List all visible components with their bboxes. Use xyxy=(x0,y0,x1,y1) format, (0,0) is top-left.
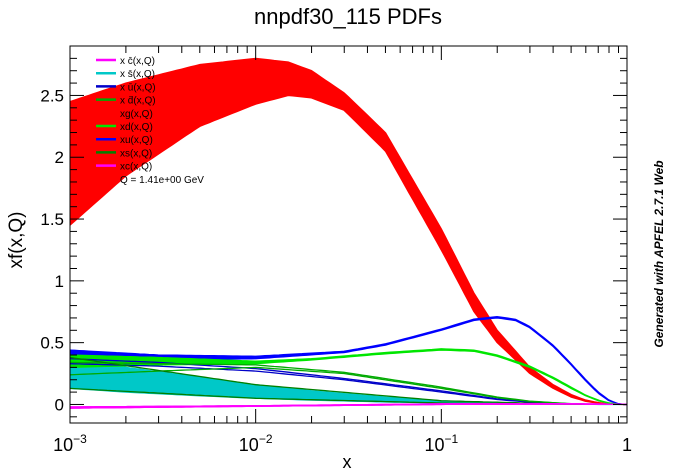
upper-line-xd-x-q xyxy=(69,348,628,406)
x-tick-label: 10−2 xyxy=(239,432,273,455)
legend-label-x-x-q: x ū(x,Q) xyxy=(120,82,156,93)
legend-label-x-s-x-q: x s̄(x,Q) xyxy=(120,69,155,80)
legend-label-xd-x-q: xd(x,Q) xyxy=(120,122,153,133)
lower-line-xc-x-q xyxy=(69,403,628,409)
legend-label-xc-x-q: xc(x,Q) xyxy=(120,162,152,173)
x-axis-label: x xyxy=(343,452,352,472)
y-tick-label: 1.5 xyxy=(40,210,64,229)
axes: 0 0.5 1 1.5 2 2.5 10−3 10−2 10−1 1 xyxy=(40,46,632,455)
y-tick-label: 2 xyxy=(55,148,64,167)
band-xd-x-q xyxy=(70,348,627,405)
chart-title: nnpdf30_115 PDFs xyxy=(254,4,442,29)
legend-label-xs-x-q: xs(x,Q) xyxy=(120,148,152,159)
band-x-s-x-q xyxy=(70,357,627,405)
band-xg-x-q xyxy=(70,58,627,405)
y-axis-label: xf(x,Q) xyxy=(6,212,27,269)
y-tick-label: 0.5 xyxy=(40,334,64,353)
y-tick-label: 1 xyxy=(55,272,64,291)
scale-annotation: Q = 1.41e+00 GeV xyxy=(120,175,204,186)
plot-area xyxy=(69,57,628,409)
legend-label-xu-x-q: xu(x,Q) xyxy=(120,135,153,146)
x-tick-label: 10−1 xyxy=(424,432,458,455)
legend-label-x-d-x-q: x d̄(x,Q) xyxy=(120,96,156,107)
upper-line-xg-x-q xyxy=(69,57,628,406)
y-tick-label: 2.5 xyxy=(40,86,64,105)
y-tick-label: 0 xyxy=(55,395,64,414)
legend: x c̄(x,Q) x s̄(x,Q) x ū(x,Q) x d̄(x,Q) xg(x,… xyxy=(96,56,204,186)
lower-line-x-x-q xyxy=(69,363,628,406)
lower-line-xg-x-q xyxy=(69,94,627,406)
plot-frame xyxy=(69,45,628,424)
x-tick-label: 1 xyxy=(622,435,632,455)
generator-note: Generated with APFEL 2.7.1 Web xyxy=(652,160,666,348)
legend-label-xg-x-q: xg(x,Q) xyxy=(120,109,153,120)
lower-line-xd-x-q xyxy=(69,349,628,406)
legend-label-x-c-x-q: x c̄(x,Q) xyxy=(120,56,155,67)
upper-line-xu-x-q xyxy=(69,316,628,406)
x-tick-label: 10−3 xyxy=(53,432,87,455)
